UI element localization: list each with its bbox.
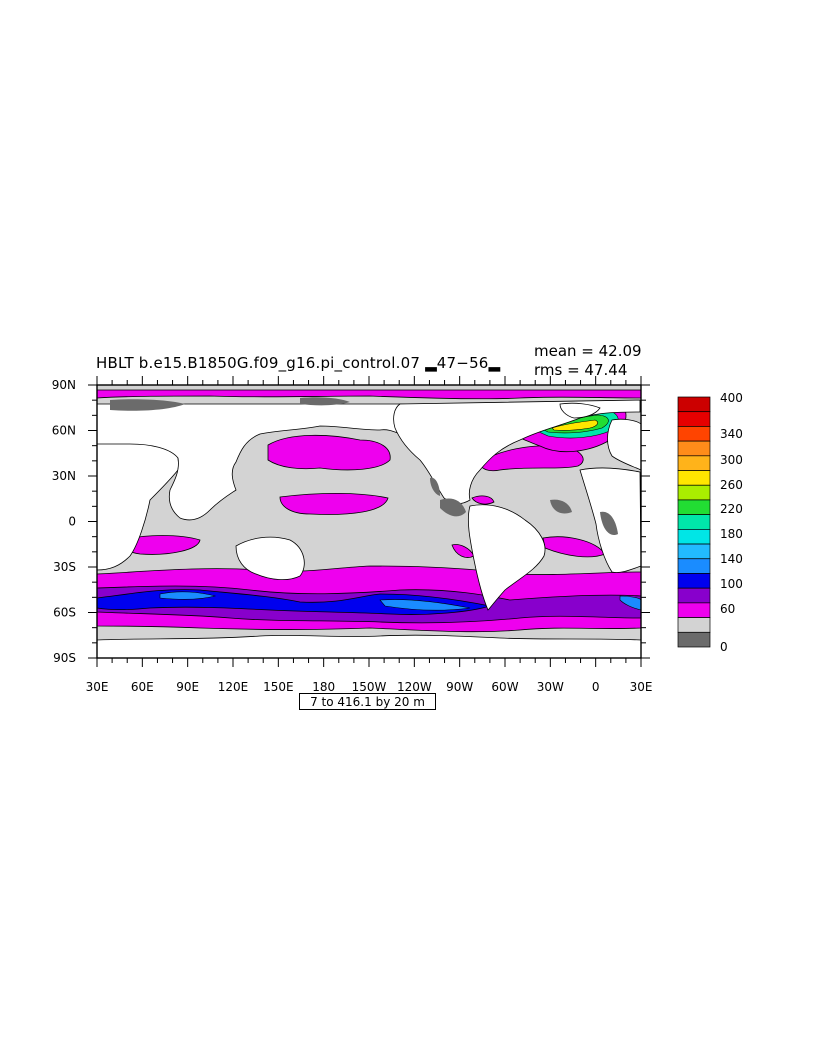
colorbar-segment bbox=[677, 499, 711, 515]
south-america bbox=[467, 504, 546, 611]
lon-label: 150E bbox=[263, 680, 294, 694]
australia bbox=[235, 536, 305, 580]
colorbar-segment bbox=[677, 602, 711, 618]
colorbar-segment bbox=[677, 543, 711, 560]
colorbar-segment bbox=[677, 587, 711, 604]
latitude-labels: 90N 60N 30N 0 30S 60S 90S bbox=[52, 378, 76, 665]
lat-label: 30S bbox=[53, 560, 76, 574]
lon-label: 0 bbox=[592, 680, 600, 694]
colorbar-segment bbox=[677, 455, 711, 471]
colorbar-segment bbox=[677, 631, 711, 648]
north-pacific-patch bbox=[267, 434, 391, 471]
arctic-patch bbox=[96, 389, 642, 400]
land-masses bbox=[96, 399, 642, 659]
colorbar-segment bbox=[677, 617, 711, 633]
lat-label: 0 bbox=[68, 515, 76, 529]
southern-ocean-120-patch-2 bbox=[379, 599, 471, 611]
contour-info-box: 7 to 416.1 by 20 m bbox=[299, 693, 436, 710]
colorbar-label: 340 bbox=[720, 427, 743, 441]
colorbar-segment bbox=[677, 484, 711, 501]
colorbar-label: 400 bbox=[720, 391, 743, 405]
colorbar-label: 180 bbox=[720, 527, 743, 541]
colorbar-segment bbox=[677, 396, 711, 413]
north-america bbox=[393, 399, 641, 504]
colorbar-labels: 400 340 300 260 220 180 140 100 60 0 bbox=[720, 391, 743, 654]
longitude-labels: 30E 60E 90E 120E 150E 180 150W 120W 90W 60W 30W 0 30… bbox=[86, 680, 653, 694]
rms-value: rms = 47.44 bbox=[534, 361, 628, 379]
axis-ticks bbox=[88, 376, 650, 667]
lon-label: 120E bbox=[218, 680, 249, 694]
southern-ocean-120-patch-1 bbox=[159, 591, 217, 600]
colorbar-label: 0 bbox=[720, 640, 728, 654]
lon-label: 150W bbox=[352, 680, 387, 694]
lon-label: 30E bbox=[86, 680, 109, 694]
sea-ice-regions bbox=[110, 397, 618, 536]
colorbar-segment bbox=[677, 440, 711, 457]
colorbar-label: 100 bbox=[720, 577, 743, 591]
colorbar-label: 140 bbox=[720, 552, 743, 566]
lat-label: 90N bbox=[52, 378, 76, 392]
colorbar-segment bbox=[677, 470, 711, 486]
lon-label: 90W bbox=[446, 680, 473, 694]
colorbar-label: 260 bbox=[720, 478, 743, 492]
europe-north bbox=[607, 418, 642, 471]
colorbar-label: 60 bbox=[720, 602, 735, 616]
plot-title: HBLT b.e15.B1850G.f09_g16.pi_control.07 … bbox=[96, 354, 501, 372]
colorbar-segment bbox=[677, 573, 711, 589]
lat-label: 60S bbox=[53, 606, 76, 620]
antarctica bbox=[96, 634, 642, 659]
colorbar-label: 220 bbox=[720, 502, 743, 516]
colorbar-segment bbox=[677, 514, 711, 530]
lon-label: 120W bbox=[397, 680, 432, 694]
lon-label: 30W bbox=[537, 680, 564, 694]
colorbar-segment bbox=[677, 529, 711, 545]
lon-label: 60E bbox=[131, 680, 154, 694]
lon-label: 60W bbox=[491, 680, 518, 694]
colorbar bbox=[677, 396, 711, 648]
gulf-patch bbox=[471, 495, 495, 505]
lat-label: 90S bbox=[53, 651, 76, 665]
colorbar-segment bbox=[677, 558, 711, 574]
mean-value: mean = 42.09 bbox=[534, 342, 642, 360]
greenland bbox=[559, 402, 601, 419]
north-pacific-tropical-patch bbox=[279, 492, 389, 515]
lon-label: 90E bbox=[176, 680, 199, 694]
colorbar-segment bbox=[677, 426, 711, 442]
north-atlantic-patch bbox=[479, 445, 584, 472]
lat-label: 30N bbox=[52, 469, 76, 483]
lon-label: 180 bbox=[312, 680, 335, 694]
lat-label: 60N bbox=[52, 424, 76, 438]
colorbar-label: 300 bbox=[720, 453, 743, 467]
colorbar-segment bbox=[677, 411, 711, 427]
lon-label: 30E bbox=[630, 680, 653, 694]
map-area bbox=[96, 384, 642, 659]
